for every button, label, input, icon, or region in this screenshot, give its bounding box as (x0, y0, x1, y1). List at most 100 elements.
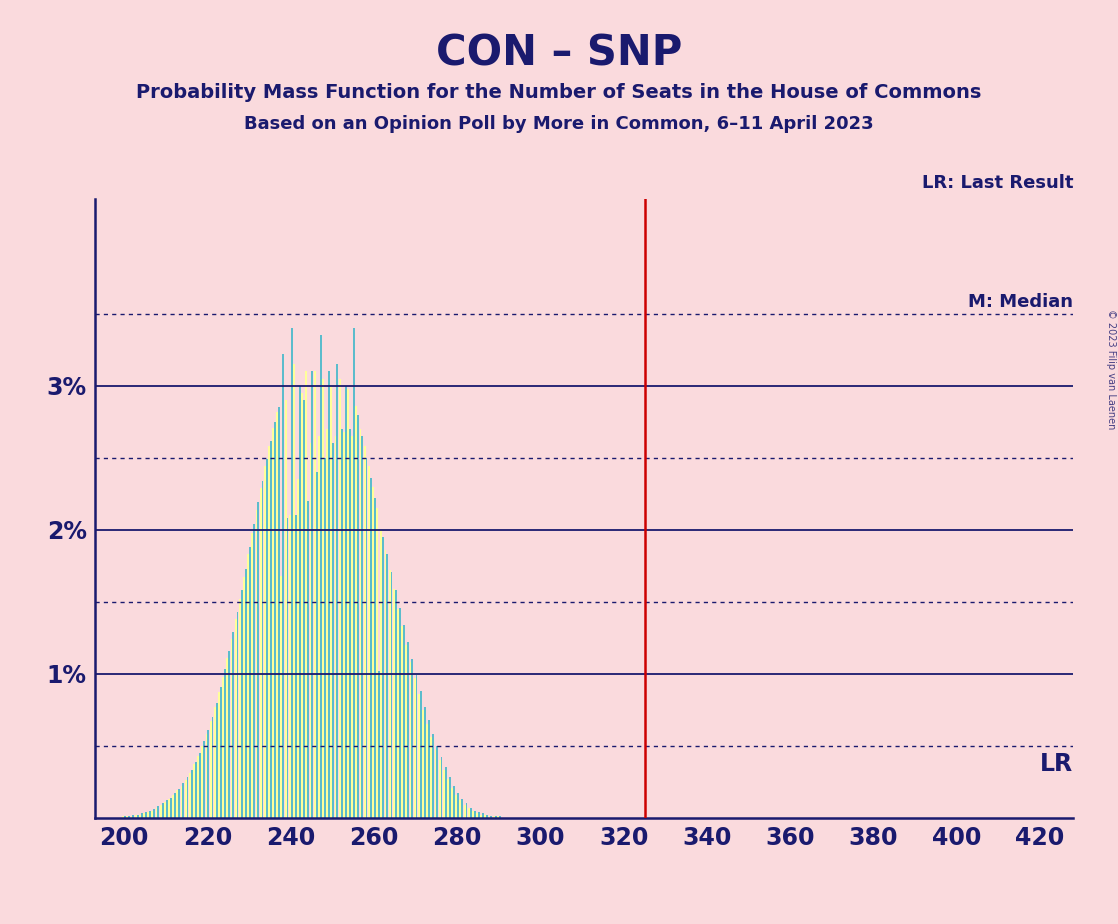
Bar (218, 692, 220, 818)
Bar (363, 446, 366, 818)
Bar (491, 816, 492, 818)
Bar (372, 487, 373, 818)
Bar (380, 529, 382, 818)
Bar (416, 675, 417, 818)
Bar (181, 786, 182, 818)
Bar (377, 508, 378, 818)
Bar (266, 459, 267, 818)
Bar (351, 436, 353, 818)
Bar (341, 429, 342, 818)
Bar (240, 590, 243, 818)
Bar (312, 371, 313, 818)
Bar (155, 808, 158, 818)
Bar (281, 576, 283, 818)
Bar (164, 802, 165, 818)
Bar (428, 720, 430, 818)
Bar (339, 379, 341, 818)
Bar (322, 379, 324, 818)
Bar (419, 691, 421, 818)
Bar (337, 364, 339, 818)
Bar (195, 761, 197, 818)
Bar (122, 816, 124, 818)
Bar (182, 784, 184, 818)
Bar (291, 328, 293, 818)
Bar (368, 467, 370, 818)
Bar (436, 746, 438, 818)
Text: LR: Last Result: LR: Last Result (921, 175, 1073, 192)
Bar (303, 400, 305, 818)
Bar (324, 457, 325, 818)
Bar (297, 480, 299, 818)
Bar (331, 386, 332, 818)
Bar (424, 707, 426, 818)
Bar (187, 777, 189, 818)
Bar (285, 400, 286, 818)
Bar (283, 354, 284, 818)
Bar (318, 436, 320, 818)
Bar (153, 809, 155, 818)
Bar (228, 650, 230, 818)
Bar (243, 578, 245, 818)
Bar (193, 764, 195, 818)
Bar (320, 335, 322, 818)
Bar (214, 707, 216, 818)
Bar (233, 632, 235, 818)
Bar (459, 800, 462, 818)
Bar (360, 429, 361, 818)
Bar (481, 815, 482, 818)
Bar (237, 612, 238, 818)
Bar (334, 436, 337, 818)
Bar (494, 816, 496, 818)
Bar (269, 441, 272, 818)
Bar (197, 756, 199, 818)
Bar (299, 386, 301, 818)
Bar (139, 815, 141, 818)
Bar (401, 626, 404, 818)
Bar (222, 676, 224, 818)
Bar (347, 389, 349, 818)
Bar (476, 813, 479, 818)
Bar (174, 794, 176, 818)
Bar (210, 722, 211, 818)
Bar (177, 790, 178, 818)
Bar (293, 364, 295, 818)
Bar (344, 386, 347, 818)
Bar (467, 808, 470, 818)
Bar (191, 771, 192, 818)
Bar (286, 518, 288, 818)
Bar (358, 415, 359, 818)
Bar (307, 501, 310, 818)
Bar (124, 816, 126, 818)
Bar (201, 746, 203, 818)
Bar (149, 810, 151, 818)
Text: Based on an Opinion Poll by More in Common, 6–11 April 2023: Based on an Opinion Poll by More in Comm… (244, 115, 874, 132)
Bar (373, 498, 376, 818)
Bar (484, 815, 486, 818)
Bar (172, 795, 174, 818)
Bar (447, 779, 448, 818)
Bar (414, 678, 416, 818)
Bar (305, 371, 307, 818)
Bar (252, 532, 253, 818)
Bar (440, 758, 443, 818)
Bar (407, 642, 409, 818)
Bar (421, 710, 424, 818)
Bar (452, 787, 453, 818)
Bar (158, 807, 160, 818)
Bar (189, 773, 191, 818)
Bar (349, 429, 351, 818)
Bar (245, 568, 247, 818)
Bar (274, 422, 276, 818)
Bar (162, 803, 163, 818)
Bar (390, 572, 392, 818)
Bar (332, 444, 334, 818)
Bar (438, 760, 440, 818)
Bar (366, 457, 368, 818)
Bar (489, 816, 491, 818)
Bar (259, 488, 262, 818)
Bar (329, 371, 330, 818)
Bar (453, 786, 455, 818)
Bar (272, 428, 274, 818)
Bar (361, 436, 363, 818)
Text: LR: LR (1040, 752, 1073, 776)
